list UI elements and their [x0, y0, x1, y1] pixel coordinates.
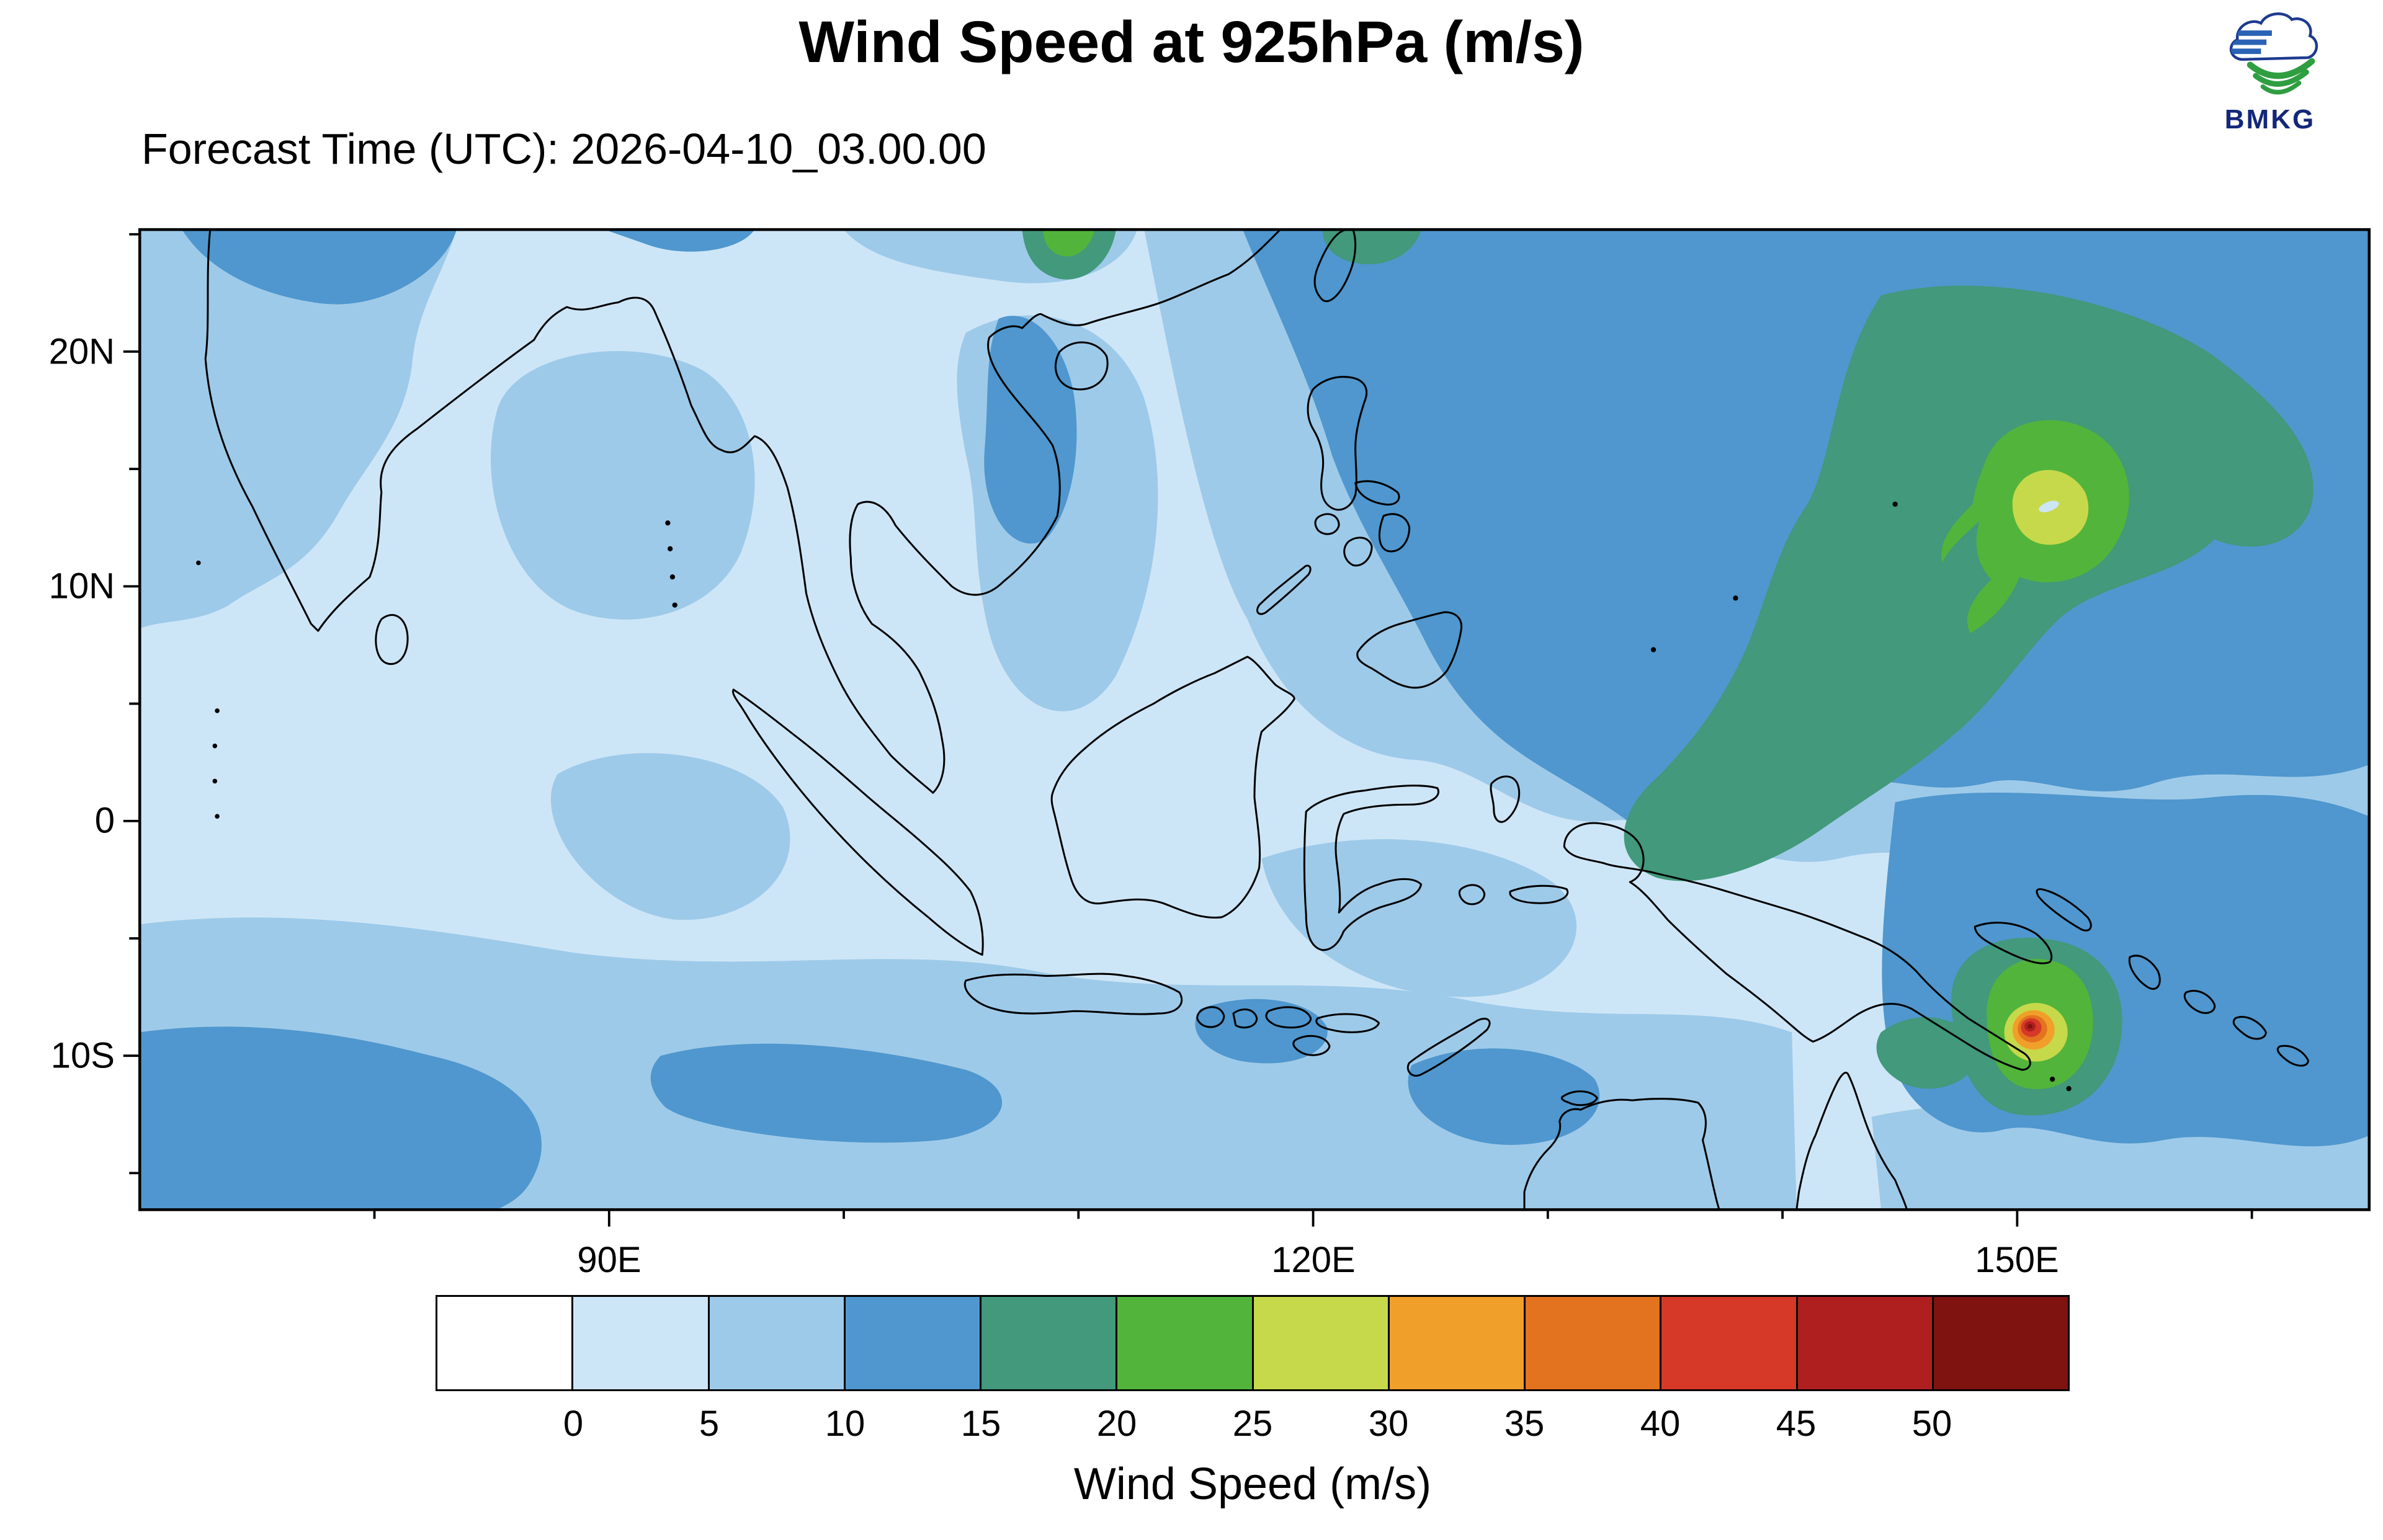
bmkg-logo-icon [2229, 12, 2318, 95]
map-frame [121, 220, 2383, 1232]
map-border [138, 228, 2371, 1211]
forecast-time: Forecast Time (UTC): 2026-04-10_03.00.00 [141, 125, 986, 173]
colorbar-cell-1 [573, 1297, 710, 1389]
axis-ticks [123, 233, 2253, 1227]
cyclone-b-max-core [2027, 1024, 2033, 1029]
bmkg-cloud-icon [2229, 12, 2318, 61]
colorbar-cell-10 [1797, 1297, 1934, 1389]
colorbar-tick-40: 40 [1640, 1404, 1681, 1444]
colorbar-tick-5: 5 [699, 1404, 720, 1444]
colorbar-cell-9 [1661, 1297, 1798, 1389]
small-islands [196, 501, 2072, 1092]
lon-label-120e: 120E [1271, 1240, 1356, 1280]
colorbar-cell-11 [1933, 1297, 2068, 1389]
colorbar-tick-30: 30 [1368, 1404, 1409, 1444]
lon-label-90e: 90E [577, 1240, 642, 1280]
lat-label-0: 0 [94, 800, 115, 841]
colorbar-tick-45: 45 [1776, 1404, 1817, 1444]
bmkg-logo-text: BMKG [2224, 104, 2316, 135]
colorbar-cell-4 [981, 1297, 1118, 1389]
chart-title: Wind Speed at 925hPa (m/s) [798, 9, 1585, 75]
colorbar-tick-20: 20 [1096, 1404, 1137, 1444]
colorbar-cell-5 [1117, 1297, 1254, 1389]
coastlines [196, 229, 2309, 1210]
colorbar-tick-10: 10 [825, 1404, 865, 1444]
map-canvas [123, 228, 2371, 1227]
colorbar-cell-2 [709, 1297, 846, 1389]
wind-field [140, 229, 2369, 1210]
lat-label-10s: 10S [50, 1035, 115, 1076]
lon-label-150e: 150E [1975, 1240, 2059, 1280]
lat-label-10n: 10N [48, 566, 115, 607]
cyclone-a-eye [2039, 501, 2059, 512]
colorbar-cell-8 [1526, 1297, 1662, 1389]
colorbar-cell-7 [1389, 1297, 1526, 1389]
lat-label-20n: 20N [48, 331, 115, 372]
colorbar-tick-25: 25 [1232, 1404, 1273, 1444]
colorbar-cell-6 [1253, 1297, 1390, 1389]
colorbar-cell-0 [437, 1297, 574, 1389]
colorbar [436, 1295, 2070, 1391]
colorbar-tick-0: 0 [563, 1404, 584, 1444]
colorbar-tick-50: 50 [1911, 1404, 1952, 1444]
bmkg-logo: BMKG [2189, 9, 2351, 135]
bmkg-globe-icon [2247, 58, 2315, 95]
colorbar-title: Wind Speed (m/s) [1073, 1459, 1432, 1509]
colorbar-tick-15: 15 [960, 1404, 1001, 1444]
colorbar-tick-35: 35 [1504, 1404, 1545, 1444]
colorbar-cell-3 [845, 1297, 981, 1389]
colorbar-ticks: 0 5 10 15 20 25 30 35 40 45 50 [437, 1403, 2068, 1446]
